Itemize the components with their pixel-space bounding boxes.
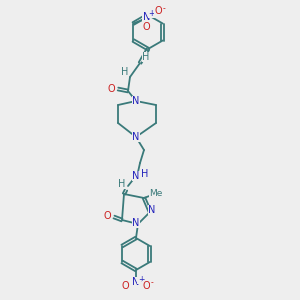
Text: Me: Me xyxy=(149,188,163,197)
Text: -: - xyxy=(151,278,153,287)
Text: H: H xyxy=(141,169,149,179)
Text: H: H xyxy=(118,179,126,189)
Text: N: N xyxy=(132,171,140,181)
Text: N: N xyxy=(132,132,140,142)
Text: O: O xyxy=(142,281,150,291)
Text: N: N xyxy=(142,11,150,22)
Text: N: N xyxy=(132,277,140,287)
Text: O: O xyxy=(142,22,150,32)
Text: O: O xyxy=(121,281,129,291)
Text: O: O xyxy=(154,7,162,16)
Text: N: N xyxy=(132,96,140,106)
Text: H: H xyxy=(142,52,150,62)
Text: +: + xyxy=(138,274,144,284)
Text: -: - xyxy=(163,4,166,13)
Text: N: N xyxy=(132,218,140,228)
Text: O: O xyxy=(107,84,115,94)
Text: O: O xyxy=(103,211,111,221)
Text: +: + xyxy=(148,9,154,18)
Text: N: N xyxy=(148,205,156,215)
Text: H: H xyxy=(121,67,129,77)
